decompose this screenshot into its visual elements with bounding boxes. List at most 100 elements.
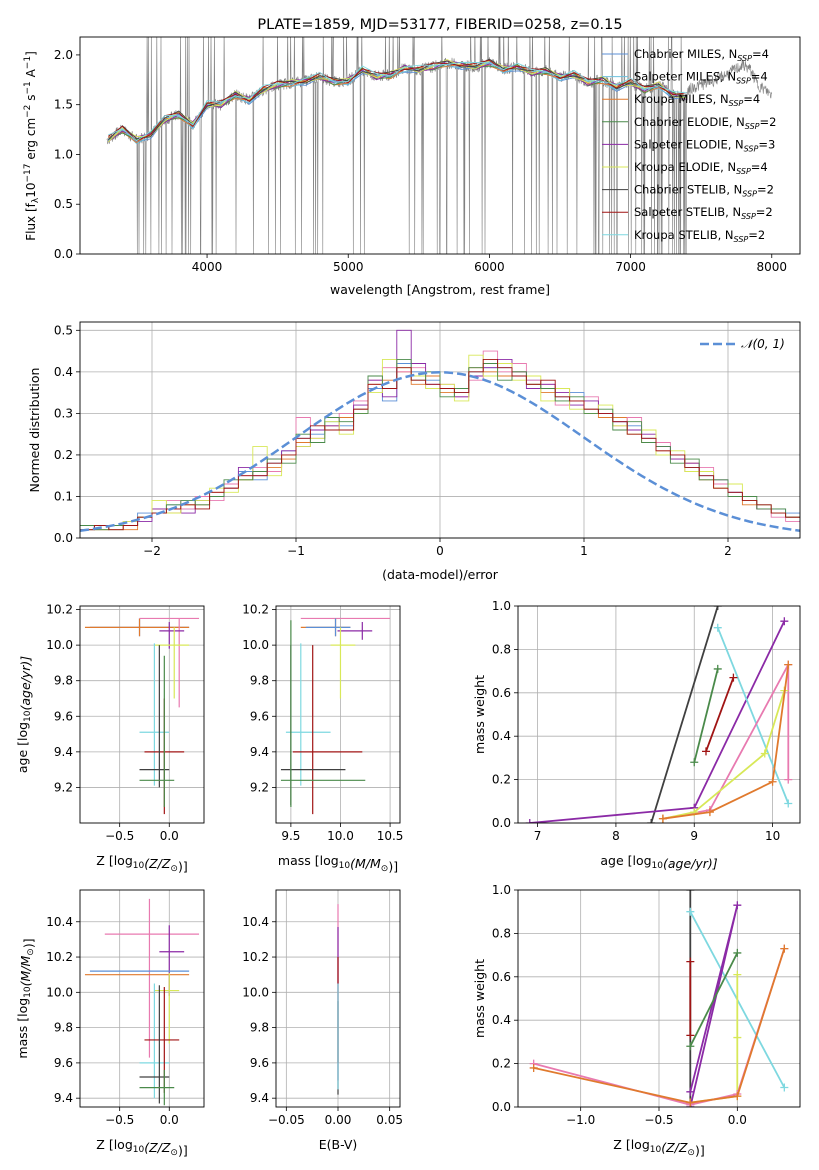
y-axis-label: mass weight xyxy=(472,675,487,754)
y-tick-label: 10.0 xyxy=(46,985,73,999)
mass-weight-series xyxy=(689,952,739,1047)
mass-weight-series xyxy=(705,677,735,752)
x-tick-label: 8000 xyxy=(756,260,787,274)
y-tick-label: 0.4 xyxy=(492,729,511,743)
y-tick-label: 9.6 xyxy=(250,709,269,723)
model-spectrum-line xyxy=(107,62,688,145)
y-axis-label: Flux [fλ10−17 erg cm−2 s−1 A−1] xyxy=(23,51,41,241)
x-tick-label: 10 xyxy=(765,829,780,843)
mass-weight-series xyxy=(533,948,786,1104)
mass-weight-marker xyxy=(733,1092,742,1101)
mass-weight-series xyxy=(693,668,719,763)
y-tick-label: 0.2 xyxy=(492,773,511,787)
weight-z-plot xyxy=(529,890,789,1107)
y-tick-label: 9.2 xyxy=(250,780,269,794)
mass-weight-marker xyxy=(690,758,699,767)
y-tick-label: 9.4 xyxy=(250,1091,269,1105)
x-tick-label: 0.00 xyxy=(325,1113,352,1127)
x-axis-label: Z [log10(Z/Z⊙)] xyxy=(613,1137,704,1158)
y-tick-label: 1.0 xyxy=(492,599,511,613)
mass-weight-marker xyxy=(529,1063,538,1072)
y-tick-label: 0.0 xyxy=(492,1100,511,1114)
legend-label: Kroupa STELIB, NSSP=2 xyxy=(634,228,765,244)
x-axis-label-text: Z [log10(Z/Z⊙)] xyxy=(613,1137,704,1158)
x-tick-label: 0.0 xyxy=(160,829,179,843)
histogram-step-series xyxy=(80,358,800,531)
y-axis-label: mass weight xyxy=(472,959,487,1038)
mass-weight-series xyxy=(529,620,786,823)
age-mass-frame xyxy=(275,605,401,824)
x-tick-label: 9 xyxy=(690,829,698,843)
legend-label: Salpeter MILES, NSSP=4 xyxy=(634,70,768,86)
x-tick-label: −0.5 xyxy=(105,829,134,843)
normal-distribution-curve xyxy=(80,371,800,532)
mass-weight-marker xyxy=(780,617,789,626)
model-spectrum-line xyxy=(108,63,688,144)
legend-label: 𝒩(0, 1) xyxy=(741,337,785,351)
x-axis-label: (data-model)/error xyxy=(382,567,499,582)
mass-weight-series xyxy=(716,627,790,804)
mass-weight-marker xyxy=(733,970,742,979)
legend-label: Chabrier MILES, NSSP=4 xyxy=(634,47,769,63)
weight-age-plot xyxy=(525,606,793,823)
x-axis-label: E(B-V) xyxy=(319,1137,358,1152)
histogram-axes: −2 −1 0 1 2 0.0 0.1 0.2 0.3 0.4 0.5 xyxy=(54,322,800,558)
y-axis-label-text: Flux [fλ10−17 erg cm−2 s−1 A−1] xyxy=(23,51,41,241)
x-tick-label: 0.0 xyxy=(160,1113,179,1127)
y-tick-label: 10.4 xyxy=(242,915,269,929)
y-tick-label: 10.2 xyxy=(46,950,73,964)
mass-weight-series xyxy=(650,606,719,823)
y-tick-label: 0.2 xyxy=(492,1057,511,1071)
y-axis-label-text: mass weight xyxy=(472,959,487,1038)
mass-weight-marker xyxy=(713,606,722,610)
y-axis-label-text: Normed distribution xyxy=(27,368,42,493)
mass-ebv-frame xyxy=(275,889,401,1108)
mass-weight-marker xyxy=(784,799,793,808)
mass-weight-marker xyxy=(733,948,742,957)
y-tick-label: 9.8 xyxy=(250,1021,269,1035)
x-tick-label: 0.05 xyxy=(376,1113,403,1127)
mass-weight-series xyxy=(689,904,739,1107)
y-tick-label: 9.4 xyxy=(250,745,269,759)
x-tick-label: −0.5 xyxy=(644,1113,673,1127)
histogram-plot xyxy=(80,329,800,532)
y-tick-label: 0.6 xyxy=(492,686,511,700)
legend-label: Salpeter ELODIE, NSSP=3 xyxy=(634,137,775,153)
mass-weight-marker xyxy=(686,957,695,966)
mass-weight-marker xyxy=(702,747,710,756)
y-tick-label: 0.4 xyxy=(54,365,73,379)
mass-weight-marker xyxy=(768,777,777,786)
y-tick-label: 10.2 xyxy=(242,950,269,964)
mass-weight-marker xyxy=(705,808,714,817)
x-tick-label: 9.5 xyxy=(281,829,300,843)
y-tick-label: 0.6 xyxy=(492,970,511,984)
mass-weight-marker xyxy=(686,1042,695,1051)
spectrum-plot xyxy=(106,37,773,254)
x-axis-label-text: E(B-V) xyxy=(319,1137,358,1152)
mass-weight-marker xyxy=(760,749,769,758)
mass-weight-series xyxy=(690,974,739,1104)
y-tick-label: 10.0 xyxy=(242,638,269,652)
y-tick-label: 9.8 xyxy=(250,674,269,688)
x-tick-label: −0.5 xyxy=(105,1113,134,1127)
mass-weight-marker xyxy=(658,814,667,823)
x-tick-label: −0.05 xyxy=(268,1113,305,1127)
weight-z-axes: −1.0 −0.5 0.0 0.0 0.2 0.4 0.6 0.8 1.0 xyxy=(492,883,800,1127)
mass-weight-marker xyxy=(713,623,722,632)
x-tick-label: 8 xyxy=(612,829,620,843)
y-tick-label: 10.4 xyxy=(46,915,73,929)
mass-weight-marker xyxy=(647,819,656,823)
spectrum-axes: 4000 5000 6000 7000 8000 0.0 0.5 1.0 1.5 2.0 xyxy=(54,48,787,274)
y-axis-label-text: mass [log10(M/M⊙)] xyxy=(15,938,36,1058)
age-mass-plot xyxy=(280,617,391,815)
y-tick-label: 0.0 xyxy=(492,816,511,830)
weight-age-frame xyxy=(517,605,801,824)
y-tick-label: 9.8 xyxy=(54,1021,73,1035)
y-axis-label: Normed distribution xyxy=(27,368,42,493)
y-tick-label: 9.8 xyxy=(54,674,73,688)
y-tick-label: 10.2 xyxy=(46,603,73,617)
mass-weight-marker xyxy=(686,1031,695,1040)
x-axis-label: mass [log10(M/M⊙)] xyxy=(278,853,398,874)
histogram-frame xyxy=(79,321,801,539)
